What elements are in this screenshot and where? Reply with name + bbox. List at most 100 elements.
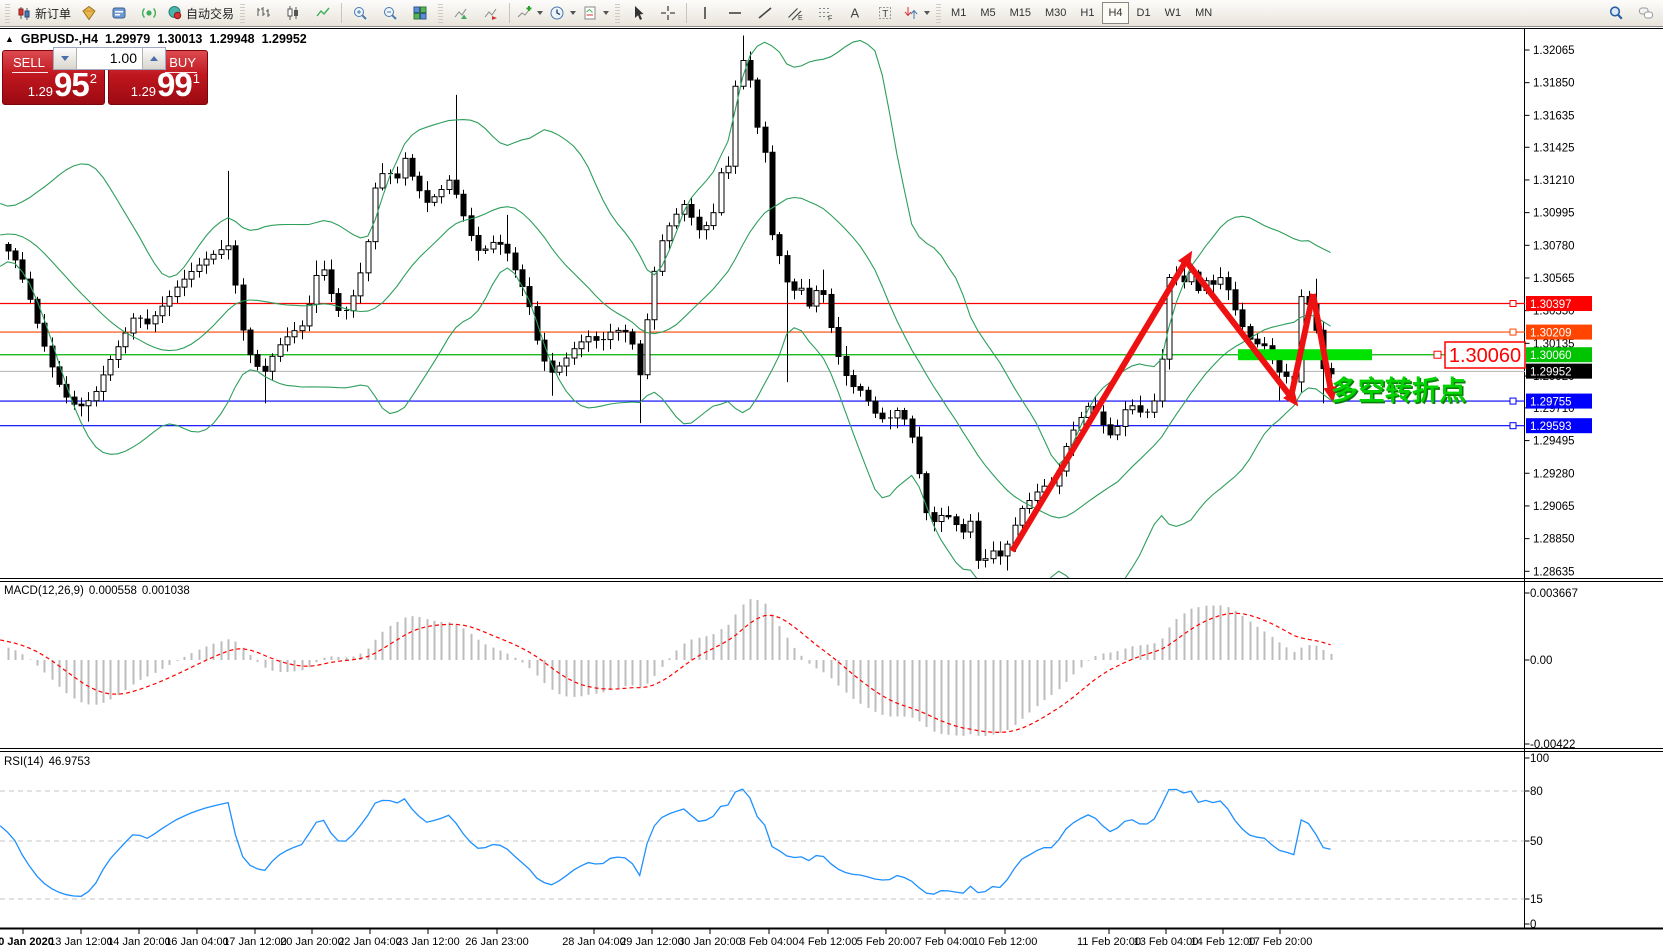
volume-value[interactable]: 1.00 — [109, 50, 137, 66]
svg-text:1.29280: 1.29280 — [1533, 468, 1575, 480]
line-handle[interactable] — [1509, 328, 1517, 336]
highlight-band[interactable] — [1238, 349, 1372, 361]
volume-decrease-button[interactable] — [54, 48, 77, 69]
panel-collapse-icon[interactable]: ▲ — [5, 34, 14, 44]
callout-handle[interactable] — [1433, 350, 1442, 359]
line-handle[interactable] — [1509, 422, 1517, 430]
volume-increase-button[interactable] — [142, 48, 165, 69]
chart-canvas[interactable]: 1.30060多空转折点多空转折点1.320651.318501.316351.… — [0, 28, 1663, 948]
svg-text:1.29495: 1.29495 — [1533, 436, 1575, 448]
quote-low: 1.29948 — [209, 32, 255, 46]
trendline-button[interactable] — [750, 2, 780, 24]
toolbar-grip — [936, 3, 942, 23]
svg-text:1.28850: 1.28850 — [1533, 534, 1575, 546]
templates-button[interactable] — [579, 2, 612, 24]
macd-axis: 0.003667 0.00 -0.00422 — [1524, 588, 1578, 751]
toolbar-grip — [240, 3, 246, 23]
gem-icon — [81, 5, 97, 21]
zoom-out-button[interactable] — [375, 2, 405, 24]
svg-text:4 Feb 12:00: 4 Feb 12:00 — [799, 936, 858, 948]
svg-text:80: 80 — [1530, 786, 1543, 798]
timeframe-w1-button[interactable]: W1 — [1164, 7, 1182, 19]
sell-price: 1.29 95 2 — [27, 66, 97, 103]
arrows-button[interactable] — [900, 2, 933, 24]
candlestick-chart-button[interactable] — [278, 2, 308, 24]
terminal-button[interactable] — [104, 2, 134, 24]
cursor-button[interactable] — [623, 2, 653, 24]
bollinger-bands — [0, 39, 1331, 578]
timeframe-m1-button[interactable]: M1 — [951, 7, 967, 19]
line-chart-button[interactable] — [308, 2, 338, 24]
svg-text:1.28635: 1.28635 — [1533, 566, 1575, 578]
zoom-in-button[interactable] — [345, 2, 375, 24]
textA-icon: A — [847, 5, 863, 21]
text-button[interactable]: A — [840, 2, 870, 24]
timeframe-h4-button[interactable]: H4 — [1102, 2, 1129, 24]
price-axis[interactable]: 1.32065 1.31850 1.31635 1.31425 1.31210 1.309… — [1524, 45, 1593, 578]
svg-text:16 Jan 04:00: 16 Jan 04:00 — [165, 936, 229, 948]
svg-text:1.30060: 1.30060 — [1449, 345, 1521, 367]
chat-button[interactable] — [1631, 2, 1661, 24]
buy-price: 1.29 99 1 — [130, 66, 200, 103]
trend-arrow[interactable] — [1183, 259, 1299, 407]
buy-button[interactable]: BUY 1.29 99 1 — [108, 50, 208, 105]
tile-windows-button[interactable] — [405, 2, 435, 24]
crosshair-button[interactable] — [653, 2, 683, 24]
macd-signal-line — [0, 612, 1331, 734]
sell-label: SELL — [13, 55, 45, 70]
timeframe-m30-button[interactable]: M30 — [1045, 7, 1067, 19]
timeframe-mn-button[interactable]: MN — [1195, 7, 1213, 19]
indicators-dropdown-caret[interactable] — [537, 11, 544, 15]
line-handle[interactable] — [1509, 300, 1517, 308]
vertical-line-button[interactable] — [690, 2, 720, 24]
level-price-badge — [1526, 418, 1592, 434]
chat-icon — [1638, 5, 1654, 21]
trend-arrow[interactable] — [1310, 293, 1338, 403]
periods-button[interactable] — [546, 2, 579, 24]
indicators-button[interactable] — [513, 2, 546, 24]
trend-arrows[interactable] — [1009, 250, 1338, 553]
trend-icon — [757, 5, 773, 21]
fibonacci-button[interactable]: F — [810, 2, 840, 24]
timeframe-h1-button[interactable]: H1 — [1080, 7, 1095, 19]
buy-label: BUY — [169, 55, 196, 70]
arrows-dropdown-caret[interactable] — [924, 11, 931, 15]
linechart-icon — [315, 5, 331, 21]
metaeditor-button[interactable] — [74, 2, 104, 24]
horizontal-line-button[interactable] — [720, 2, 750, 24]
auto-scroll-button[interactable] — [446, 2, 476, 24]
svg-text:28 Jan 04:00: 28 Jan 04:00 — [562, 936, 626, 948]
line-handle[interactable] — [1509, 397, 1517, 405]
signal-icon — [141, 5, 157, 21]
svg-text:100: 100 — [1530, 753, 1549, 765]
equidistant-channel-button[interactable]: E — [780, 2, 810, 24]
current-price-badge — [1526, 363, 1592, 379]
svg-text:1.30565: 1.30565 — [1533, 273, 1575, 285]
autotrading-button[interactable]: 自动交易 — [164, 2, 237, 24]
timeframe-d1-button[interactable]: D1 — [1136, 7, 1151, 19]
symbol-search-button[interactable] — [1601, 2, 1631, 24]
timeframe-m15-button[interactable]: M15 — [1009, 7, 1031, 19]
terminal-icon — [111, 5, 127, 21]
svg-text:T: T — [882, 9, 888, 20]
svg-text:20 Jan 20:00: 20 Jan 20:00 — [280, 936, 344, 948]
svg-text:1.30060: 1.30060 — [1530, 350, 1572, 362]
signals-button[interactable] — [134, 2, 164, 24]
turning-point-annotation[interactable]: 多空转折点 — [1331, 375, 1466, 406]
clock-icon — [549, 5, 565, 21]
trend-arrow[interactable] — [1009, 250, 1193, 553]
macd-indicator-label: MACD(12,26,9) 0.000558 0.001038 — [4, 585, 190, 597]
chart-shift-button[interactable] — [476, 2, 506, 24]
bar-chart-button[interactable] — [248, 2, 278, 24]
textT-icon: T — [877, 5, 893, 21]
periods-dropdown-caret[interactable] — [570, 11, 577, 15]
timeframe-m5-button[interactable]: M5 — [980, 7, 996, 19]
text-label-button[interactable]: T — [870, 2, 900, 24]
price-level-callout[interactable]: 1.30060 — [1433, 341, 1526, 369]
vline-icon — [697, 5, 713, 21]
trend-arrow[interactable] — [1288, 293, 1316, 398]
chart-window[interactable]: ▲ GBPUSD-,H4 1.29979 1.30013 1.29948 1.2… — [0, 28, 1663, 948]
templates-dropdown-caret[interactable] — [603, 11, 610, 15]
new-order-button[interactable]: 新订单 — [13, 2, 74, 24]
